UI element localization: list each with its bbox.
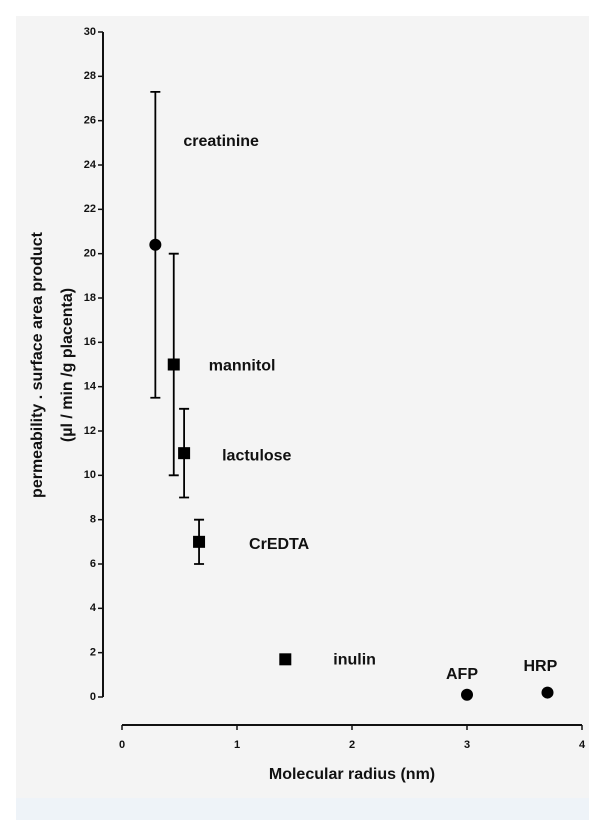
y-tick-label: 12 [84, 425, 96, 437]
point-label: HRP [524, 658, 558, 675]
bottom-strip [16, 798, 589, 820]
y-tick-label: 30 [84, 26, 96, 38]
x-tick-label: 1 [234, 739, 240, 751]
point-label: lactulose [222, 447, 291, 464]
point [279, 653, 292, 666]
y-tick-label: 4 [90, 602, 97, 614]
y-axis-label: permeability . surface area product [29, 231, 46, 498]
y-axis-label: (µl / min /g placenta) [59, 288, 76, 442]
y-tick-label: 10 [84, 469, 96, 481]
y-tick-label: 0 [90, 691, 96, 703]
point [167, 358, 180, 371]
y-tick-label: 18 [84, 292, 96, 304]
x-tick-label: 3 [464, 739, 470, 751]
plot-background [16, 16, 589, 798]
y-tick-label: 28 [84, 70, 96, 82]
y-tick-label: 6 [90, 558, 96, 570]
x-tick-label: 2 [349, 739, 355, 751]
x-tick-label: 0 [119, 739, 125, 751]
y-tick-label: 24 [84, 159, 97, 171]
point-label: mannitol [209, 358, 276, 375]
point [178, 447, 191, 460]
point [541, 686, 554, 699]
x-tick-label: 4 [579, 739, 586, 751]
y-tick-label: 2 [90, 647, 96, 659]
point-label: CrEDTA [249, 536, 310, 553]
y-tick-label: 22 [84, 203, 96, 215]
y-tick-label: 16 [84, 336, 96, 348]
y-tick-label: 8 [90, 514, 96, 526]
x-axis-label: Molecular radius (nm) [269, 766, 435, 783]
y-tick-label: 14 [84, 381, 97, 393]
point-label: AFP [446, 666, 478, 683]
y-tick-label: 26 [84, 115, 96, 127]
point [193, 535, 206, 548]
y-tick-label: 20 [84, 248, 96, 260]
point-label: creatinine [183, 133, 259, 150]
point-label: inulin [333, 652, 376, 669]
point [149, 238, 162, 251]
point [461, 688, 473, 701]
